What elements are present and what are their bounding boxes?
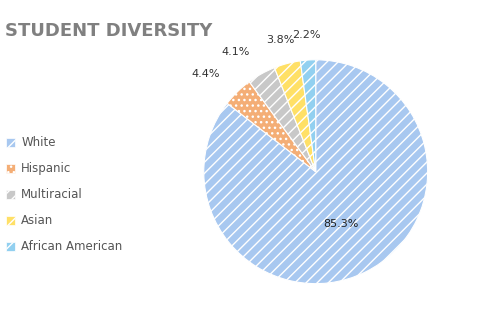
Wedge shape	[274, 61, 316, 172]
Text: 2.2%: 2.2%	[292, 31, 321, 40]
Text: STUDENT DIVERSITY: STUDENT DIVERSITY	[5, 22, 212, 40]
Wedge shape	[300, 60, 316, 172]
Text: 4.1%: 4.1%	[221, 47, 249, 57]
Legend: White, Hispanic, Multiracial, Asian, African American: White, Hispanic, Multiracial, Asian, Afr…	[6, 136, 122, 253]
Text: 4.4%: 4.4%	[192, 69, 220, 79]
Wedge shape	[227, 82, 316, 172]
Wedge shape	[204, 60, 428, 284]
Text: 3.8%: 3.8%	[267, 35, 295, 45]
Text: 85.3%: 85.3%	[324, 219, 359, 229]
Wedge shape	[249, 68, 316, 172]
